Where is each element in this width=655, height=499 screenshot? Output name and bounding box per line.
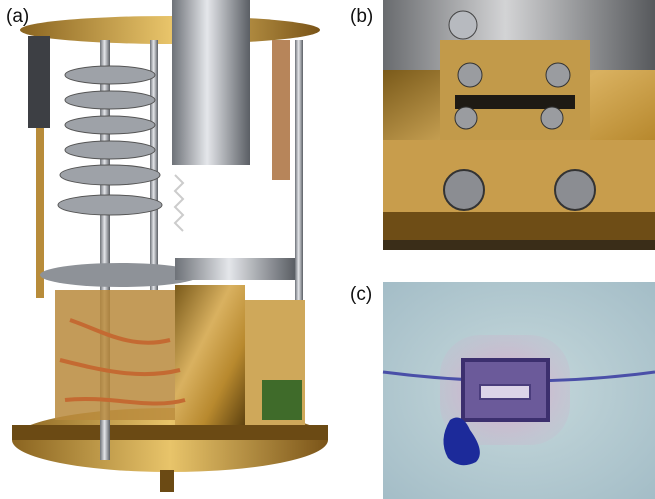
window xyxy=(479,384,531,400)
screw xyxy=(545,62,571,88)
screw xyxy=(454,106,478,130)
connector xyxy=(160,470,174,492)
blob xyxy=(443,417,480,466)
wires xyxy=(59,318,186,406)
pcb xyxy=(262,380,302,420)
bottom-edge xyxy=(383,212,655,240)
screw xyxy=(443,169,485,211)
panel-label: (a) xyxy=(6,6,29,27)
post xyxy=(100,40,110,460)
sample-stage xyxy=(175,285,245,425)
rod-dark xyxy=(28,36,50,128)
post xyxy=(295,40,303,300)
panel-label: (b) xyxy=(350,6,373,27)
screw xyxy=(457,62,483,88)
panel-a-photo xyxy=(12,0,328,492)
mid-plate xyxy=(40,263,200,287)
sleeve xyxy=(272,40,290,180)
cylinder xyxy=(172,0,250,165)
bracket xyxy=(175,258,295,280)
screw xyxy=(540,106,564,130)
panel-b-photo xyxy=(383,0,655,250)
base-plate-edge xyxy=(12,425,328,440)
slot xyxy=(455,95,575,109)
rod xyxy=(36,128,44,298)
panel-label: (c) xyxy=(350,284,372,305)
front-face xyxy=(383,140,655,212)
spring xyxy=(173,174,185,232)
heat-sinks xyxy=(57,65,163,216)
screw xyxy=(448,10,478,40)
post xyxy=(150,40,158,290)
top-plate xyxy=(20,16,320,44)
panel-c-photo xyxy=(382,282,655,499)
screw xyxy=(554,169,596,211)
